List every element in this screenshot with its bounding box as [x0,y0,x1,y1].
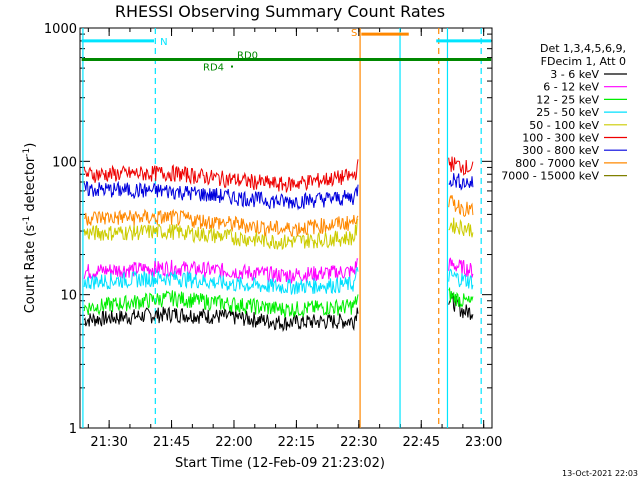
x-tick-label: 22:00 [215,435,252,450]
series-line-after-gap [448,173,474,191]
y-tick-label: 1 [69,422,77,437]
series-line [83,159,359,193]
series-line [83,218,359,251]
flag-label: RD0 [237,51,258,62]
x-tick-label: 22:30 [340,435,377,450]
legend-entry-label: 12 - 25 keV [536,93,599,106]
y-axis-label-mid: detector [23,156,38,216]
x-tick-label: 22:45 [403,435,440,450]
legend-entry-label: 6 - 12 keV [543,81,599,94]
y-axis-label-main: Count Rate (s [23,225,38,314]
annotation-dot [231,65,233,68]
flag-label: S [351,28,357,39]
x-axis: 21:30 21:45 22:00 22:15 22:30 22:45 23:00 [87,28,502,450]
series-line-after-gap [448,268,474,290]
y-axis-label: Count Rate (s-1 detector-1) [22,143,38,314]
series-line [83,267,359,295]
chart-title: RHESSI Observing Summary Count Rates [115,2,445,21]
legend-header-line1: Det 1,3,4,5,6,9, [540,42,626,55]
annotation-label: RD4 [203,63,224,74]
legend-header-line2: FDecim 1, Att 0 [541,55,626,68]
series-line [83,208,359,237]
legend-entry-label: 3 - 6 keV [550,68,599,81]
legend-entry-label: 800 - 7000 keV [515,157,599,170]
legend-entry-label: 300 - 800 keV [522,144,599,157]
flag-label: N [160,37,167,48]
timestamp: 13-Oct-2021 22:03 [562,469,638,478]
x-tick-label: 21:45 [153,435,190,450]
x-tick-label: 23:00 [465,435,502,450]
series-line-after-gap [448,257,474,278]
y-tick-label: 100 [52,155,77,170]
flag-bars: N S RD0 RD4 [81,28,492,74]
y-axis-label-end: ) [23,143,38,148]
legend-entry-label: 50 - 100 keV [529,119,599,132]
series-line-after-gap [448,156,474,176]
series-line [83,290,359,318]
series-line [83,180,359,211]
y-tick-label: 10 [60,289,77,304]
vertical-markers [82,28,482,428]
legend: Det 1,3,4,5,6,9, FDecim 1, Att 0 3 - 6 k… [501,42,627,183]
plot-frame [79,27,493,429]
series-line-after-gap [448,217,474,238]
x-tick-label: 22:15 [278,435,315,450]
y-axis: 1 10 100 1000 [44,22,492,437]
y-axis-label-sup1: -1 [22,216,32,225]
y-tick-label: 1000 [44,22,77,37]
y-axis-label-sup2: -1 [22,148,32,157]
x-axis-label: Start Time (12-Feb-09 21:23:02) [175,456,385,471]
series-group [83,156,474,333]
legend-entry-label: 7000 - 15000 keV [501,170,599,183]
series-line-after-gap [448,194,474,217]
legend-entry-label: 25 - 50 keV [536,106,599,119]
series-line [83,306,359,333]
x-tick-label: 21:30 [90,435,127,450]
series-line [83,258,359,284]
plot-border [79,27,493,429]
legend-entry-label: 100 - 300 keV [522,132,599,145]
series-line-after-gap [448,286,474,308]
